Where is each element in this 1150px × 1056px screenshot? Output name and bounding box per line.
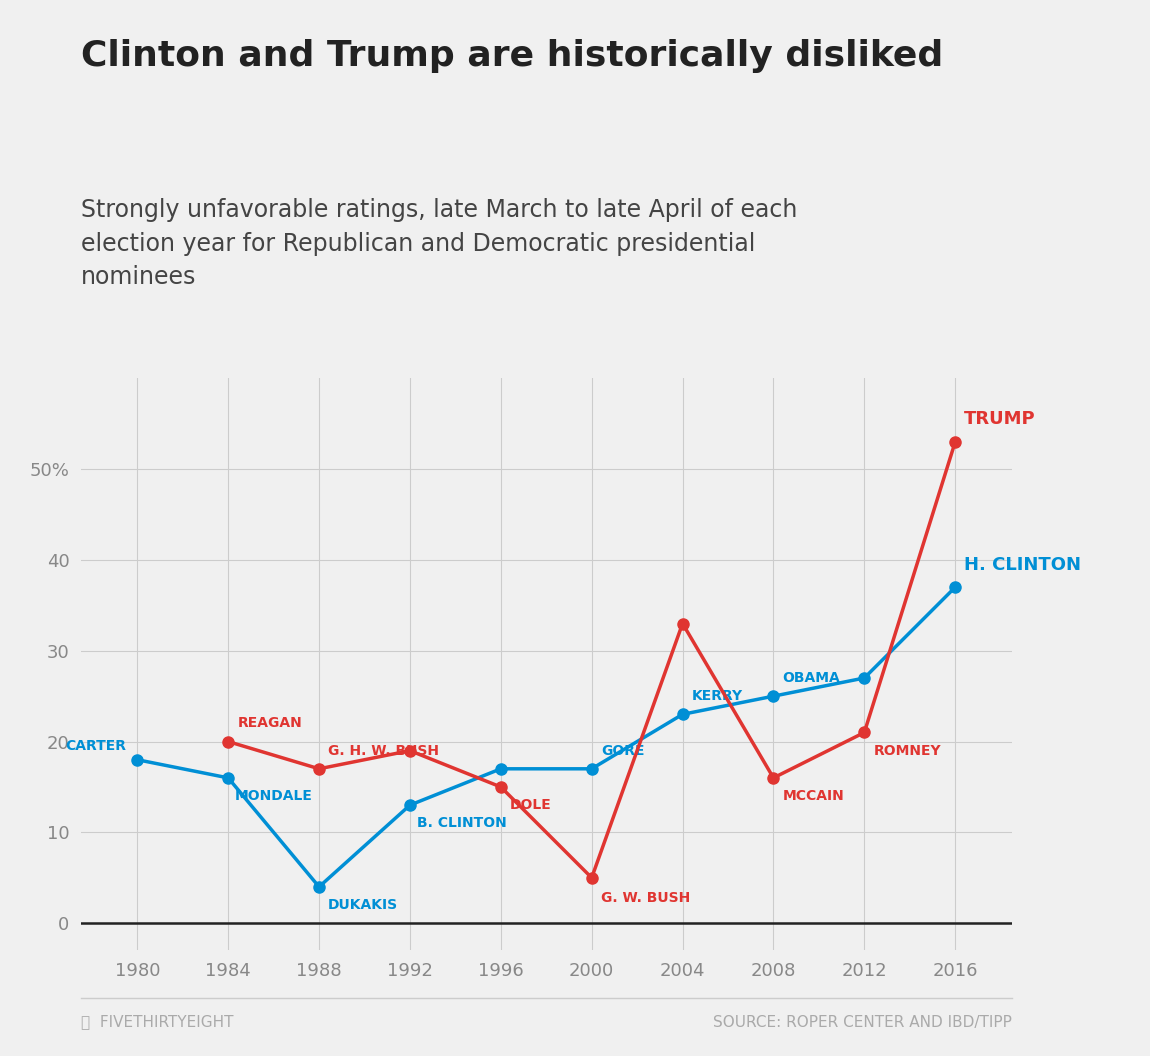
Text: Strongly unfavorable ratings, late March to late April of each
election year for: Strongly unfavorable ratings, late March… (81, 199, 797, 289)
Text: TRUMP: TRUMP (965, 410, 1036, 429)
Text: ROMNEY: ROMNEY (873, 743, 941, 757)
Text: OBAMA: OBAMA (782, 671, 841, 685)
Text: SOURCE: ROPER CENTER AND IBD/TIPP: SOURCE: ROPER CENTER AND IBD/TIPP (713, 1015, 1012, 1030)
Text: DUKAKIS: DUKAKIS (328, 898, 398, 912)
Text: Clinton and Trump are historically disliked: Clinton and Trump are historically disli… (81, 39, 943, 73)
Text: B. CLINTON: B. CLINTON (416, 816, 506, 830)
Text: ⌒  FIVETHIRTYEIGHT: ⌒ FIVETHIRTYEIGHT (81, 1015, 233, 1030)
Text: DOLE: DOLE (509, 798, 552, 812)
Text: H. CLINTON: H. CLINTON (965, 555, 1081, 573)
Text: KERRY: KERRY (691, 690, 743, 703)
Text: G. W. BUSH: G. W. BUSH (600, 891, 690, 905)
Text: G. H. W. BUSH: G. H. W. BUSH (328, 743, 439, 757)
Text: MCCAIN: MCCAIN (782, 789, 844, 803)
Text: MONDALE: MONDALE (235, 789, 313, 803)
Text: CARTER: CARTER (64, 739, 126, 753)
Text: GORE: GORE (600, 743, 644, 757)
Text: REAGAN: REAGAN (237, 716, 302, 731)
